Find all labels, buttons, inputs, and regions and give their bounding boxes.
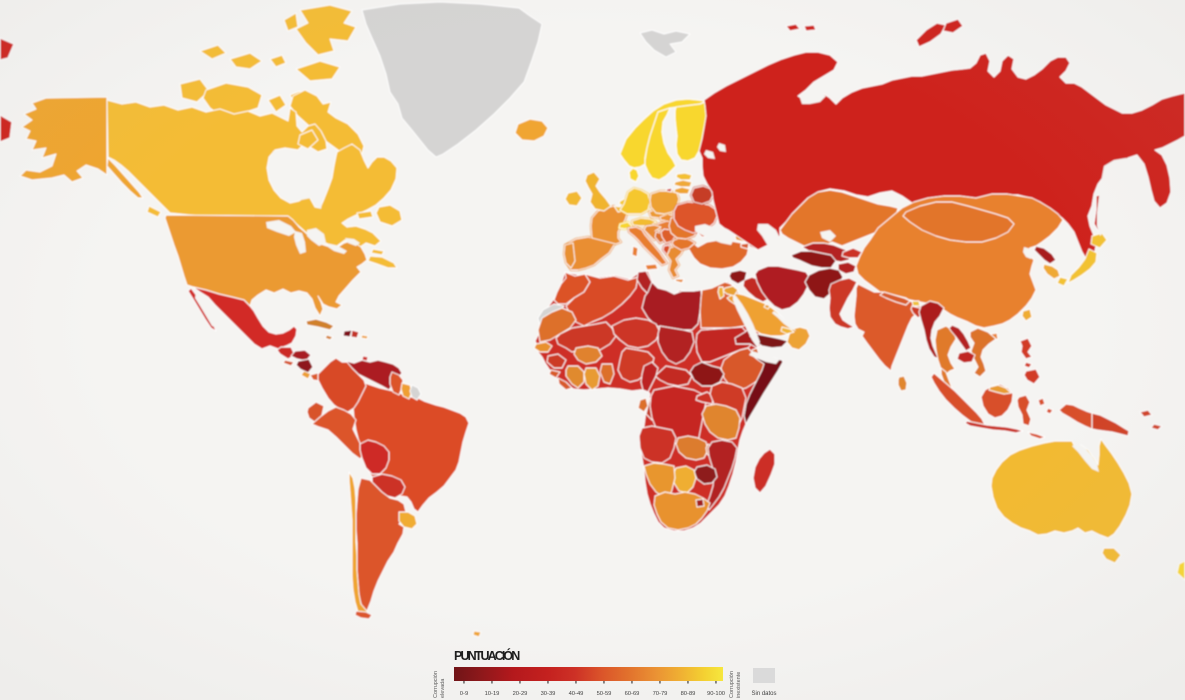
svg-text:40-49: 40-49 (569, 691, 584, 697)
svg-text:60-69: 60-69 (625, 691, 640, 697)
svg-text:Sin datos: Sin datos (751, 691, 776, 697)
svg-text:PUNTUACIÓN: PUNTUACIÓN (454, 648, 520, 663)
svg-text:70-79: 70-79 (653, 691, 668, 697)
svg-text:elevada: elevada (440, 678, 446, 698)
svg-text:20-29: 20-29 (513, 691, 528, 697)
svg-text:30-39: 30-39 (541, 691, 556, 697)
svg-text:Corrupción: Corrupción (433, 671, 439, 698)
svg-text:80-89: 80-89 (681, 691, 696, 697)
svg-text:inexistente: inexistente (736, 672, 742, 698)
svg-text:90-100: 90-100 (707, 691, 725, 697)
svg-text:Corrupción: Corrupción (729, 671, 735, 698)
svg-text:10-19: 10-19 (485, 691, 500, 697)
svg-text:0-9: 0-9 (460, 691, 468, 697)
svg-text:50-59: 50-59 (597, 691, 612, 697)
